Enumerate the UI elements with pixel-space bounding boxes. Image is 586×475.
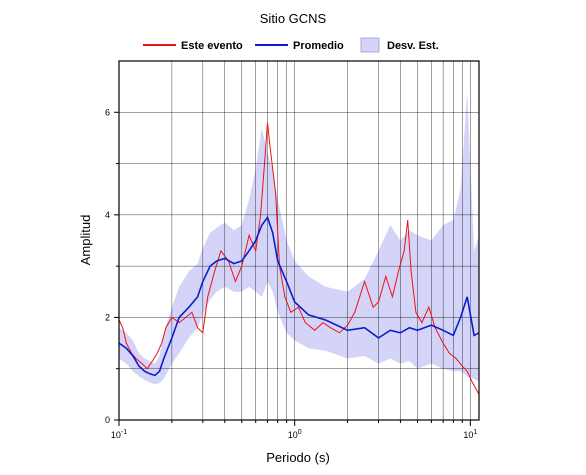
legend-label: Este evento	[181, 40, 243, 52]
legend-label: Promedio	[293, 40, 344, 52]
legend-label: Desv. Est.	[387, 40, 439, 52]
x-tick-label: 100	[288, 429, 302, 440]
x-axis-ticks: 10-1 100 101	[111, 420, 477, 440]
chart-title: Sitio GCNS	[260, 11, 327, 26]
legend-item-desv-est: Desv. Est.	[360, 37, 439, 53]
legend-item-promedio: Promedio	[255, 40, 344, 52]
x-tick-label: 10-1	[111, 429, 127, 440]
y-tick-label: 4	[105, 210, 110, 220]
y-tick-label: 6	[105, 107, 110, 117]
y-tick-label: 0	[105, 415, 110, 425]
std-dev-band	[119, 91, 479, 385]
legend-item-este-evento: Este evento	[143, 40, 243, 52]
x-tick-label: 101	[463, 429, 477, 440]
series-line-promedio	[118, 215, 480, 377]
y-axis-label: Amplitud	[78, 215, 93, 266]
y-axis-ticks: 0 2 4 6	[105, 107, 119, 425]
legend-swatch-box	[360, 37, 380, 53]
y-tick-label: 2	[105, 312, 110, 322]
x-axis-label: Periodo (s)	[266, 450, 330, 465]
plot-frame	[118, 60, 480, 421]
plot-area	[118, 60, 480, 421]
legend: Este evento Promedio Desv. Est.	[143, 37, 439, 53]
